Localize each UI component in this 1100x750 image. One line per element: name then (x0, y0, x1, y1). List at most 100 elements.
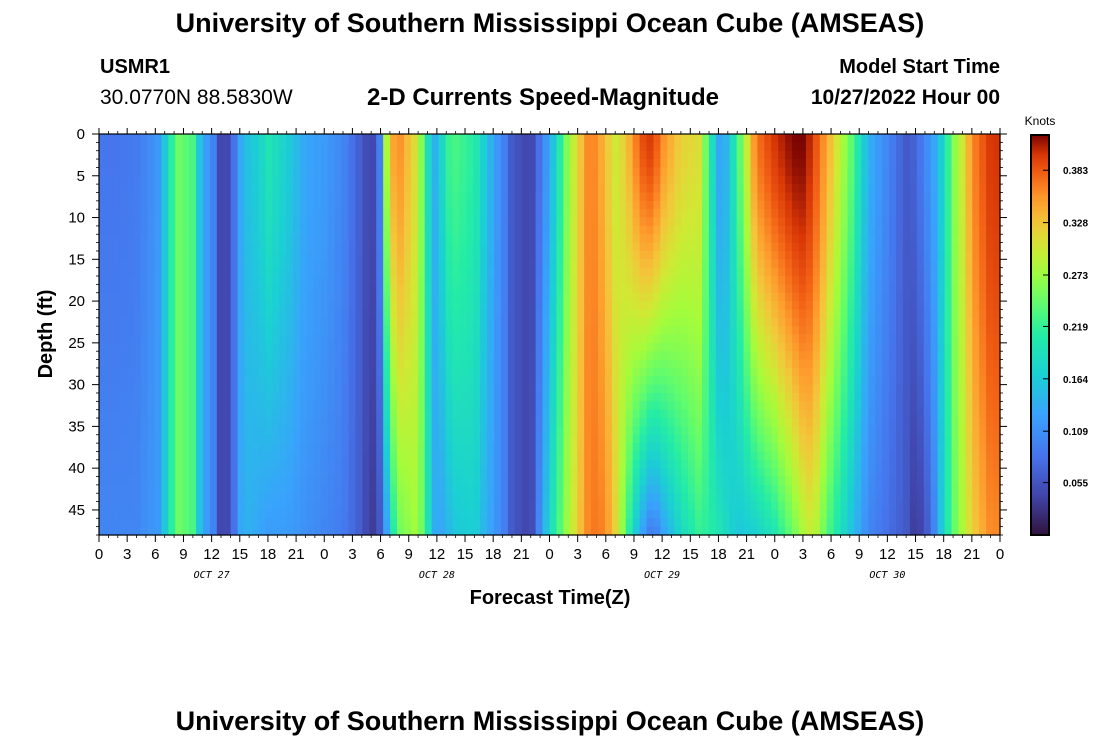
heatmap-cell (133, 317, 142, 327)
heatmap-cell (438, 284, 447, 294)
heatmap-cell (286, 518, 294, 528)
heatmap-cell (438, 493, 447, 503)
heatmap-cell (660, 401, 668, 411)
heatmap-cell (639, 359, 648, 369)
heatmap-cell (341, 409, 350, 419)
heatmap-cell (237, 200, 246, 210)
heatmap-cell (812, 493, 821, 503)
heatmap-cell (438, 401, 447, 411)
heatmap-cell (556, 317, 564, 327)
heatmap-cell (126, 518, 135, 528)
heatmap-cell (812, 434, 821, 444)
heatmap-cell (168, 267, 176, 277)
heatmap-cell (722, 526, 731, 536)
heatmap-cell (279, 468, 287, 478)
heatmap-cell (279, 175, 287, 185)
heatmap-cell (417, 334, 426, 344)
heatmap-cell (681, 451, 689, 461)
heatmap-cell (778, 401, 786, 411)
heatmap-cell (618, 359, 627, 369)
heatmap-cell (646, 184, 655, 194)
heatmap-cell (715, 276, 724, 285)
heatmap-cell (424, 342, 433, 352)
heatmap-cell (362, 217, 370, 227)
heatmap-cell (140, 167, 149, 177)
heatmap-cell (175, 134, 183, 143)
heatmap-cell (625, 250, 634, 260)
heatmap-cell (577, 392, 585, 402)
heatmap-cell (230, 284, 239, 294)
heatmap-cell (715, 250, 724, 260)
heatmap-cell (708, 409, 717, 419)
heatmap-cell (230, 159, 239, 169)
heatmap-cell (119, 484, 128, 494)
heatmap-cell (286, 418, 294, 427)
heatmap-cell (286, 376, 294, 386)
heatmap-cell (410, 426, 419, 436)
heatmap-cell (542, 376, 551, 386)
heatmap-cell (202, 459, 211, 469)
heatmap-cell (750, 242, 759, 252)
heatmap-cell (265, 376, 273, 386)
heatmap-cell (653, 167, 661, 177)
heatmap-cell (507, 301, 516, 311)
heatmap-cell (750, 217, 759, 227)
heatmap-cell (549, 150, 558, 160)
heatmap-cell (369, 384, 377, 394)
heatmap-cell (299, 259, 308, 269)
heatmap-cell (584, 159, 592, 169)
heatmap-cell (168, 192, 176, 202)
heatmap-cell (507, 159, 516, 169)
heatmap-cell (189, 276, 197, 285)
heatmap-cell (168, 384, 176, 394)
heatmap-cell (175, 200, 183, 210)
heatmap-cell (778, 443, 786, 453)
heatmap-cell (175, 150, 183, 160)
heatmap-cell (279, 367, 287, 377)
heatmap-cell (376, 134, 384, 143)
heatmap-cell (452, 493, 460, 503)
heatmap-cell (251, 392, 260, 402)
heatmap-cell (390, 484, 398, 494)
heatmap-cell (507, 342, 516, 352)
heatmap-cell (403, 426, 412, 436)
heatmap-cell (563, 367, 571, 377)
heatmap-cell (736, 276, 745, 285)
heatmap-cell (424, 292, 433, 302)
heatmap-cell (189, 384, 197, 394)
heatmap-cell (258, 351, 266, 361)
heatmap-cell (147, 418, 156, 427)
heatmap-cell (147, 501, 156, 511)
heatmap-cell (182, 509, 190, 519)
heatmap-cell (487, 192, 495, 202)
heatmap-cell (507, 276, 516, 285)
heatmap-cell (667, 292, 675, 302)
heatmap-cell (570, 518, 578, 528)
heatmap-cell (674, 184, 682, 194)
heatmap-cell (604, 367, 613, 377)
heatmap-cell (625, 493, 634, 503)
heatmap-cell (570, 434, 578, 444)
heatmap-cell (598, 518, 606, 528)
heatmap-cell (812, 250, 821, 260)
heatmap-cell (341, 192, 350, 202)
heatmap-cell (625, 309, 634, 319)
heatmap-cell (708, 284, 717, 294)
heatmap-cell (743, 234, 752, 244)
heatmap-cell (494, 200, 502, 210)
heatmap-cell (251, 426, 260, 436)
heatmap-cell (542, 476, 551, 486)
heatmap-cell (299, 150, 308, 160)
heatmap-cell (189, 259, 197, 269)
heatmap-cell (563, 392, 571, 402)
heatmap-cell (473, 250, 481, 260)
heatmap-cell (570, 493, 578, 503)
heatmap-cell (265, 342, 273, 352)
heatmap-cell (154, 301, 162, 311)
heatmap-cell (660, 259, 668, 269)
heatmap-cell (327, 317, 336, 327)
heatmap-cell (196, 276, 204, 285)
heatmap-cell (674, 418, 682, 427)
heatmap-cell (417, 276, 426, 285)
heatmap-cell (286, 342, 294, 352)
